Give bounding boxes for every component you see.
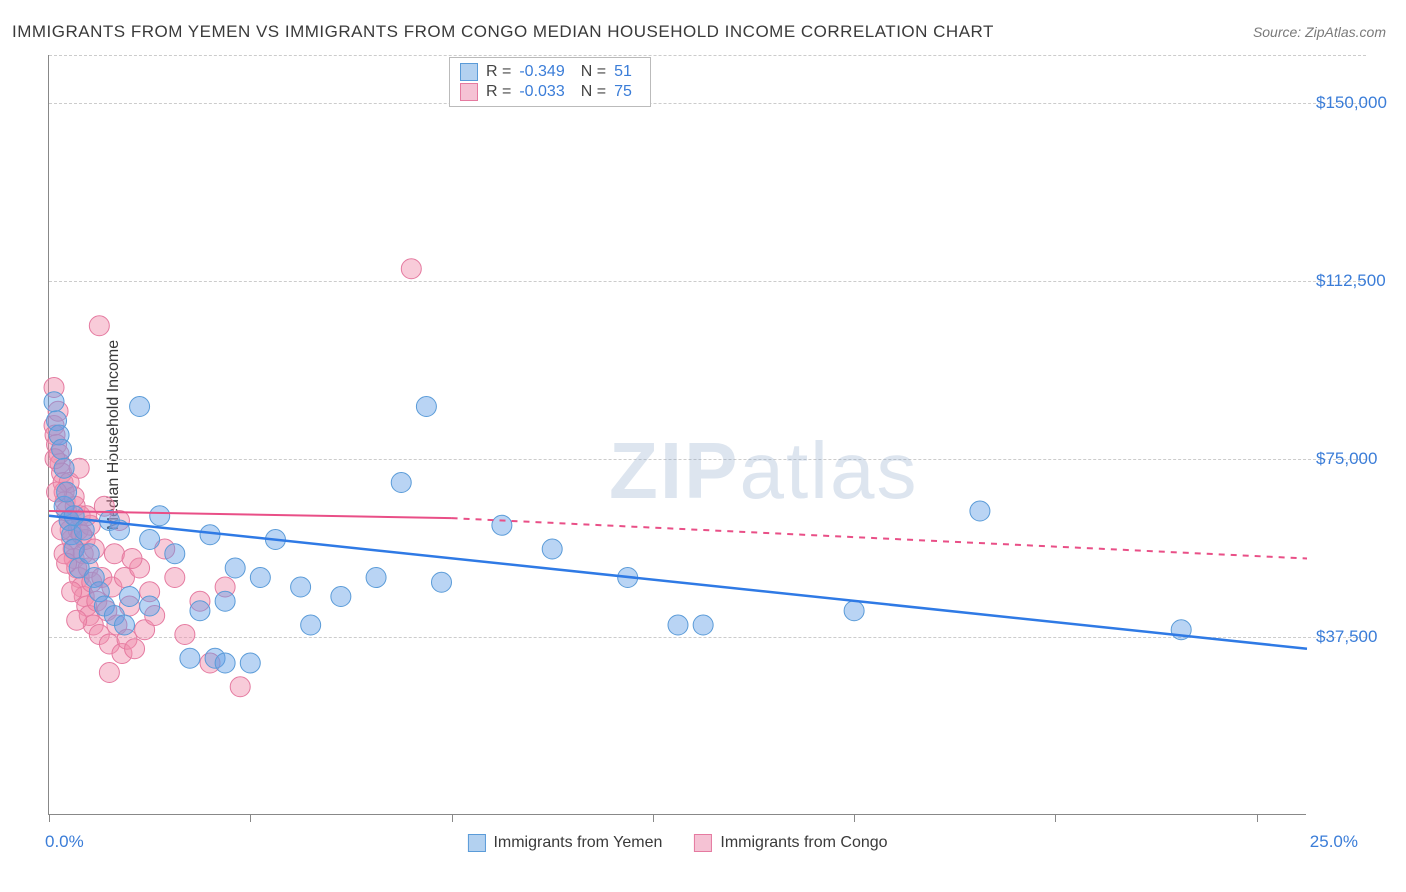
data-point <box>175 625 195 645</box>
data-point <box>230 677 250 697</box>
data-point <box>140 596 160 616</box>
data-point <box>970 501 990 521</box>
chart-container: IMMIGRANTS FROM YEMEN VS IMMIGRANTS FROM… <box>0 0 1406 892</box>
data-point <box>114 615 134 635</box>
data-point <box>165 544 185 564</box>
data-point <box>492 515 512 535</box>
data-point <box>331 587 351 607</box>
data-point <box>79 544 99 564</box>
plot-area: Median Household Income $37,500$75,000$1… <box>48 55 1306 815</box>
legend-item-yemen: Immigrants from Yemen <box>467 834 662 852</box>
data-point <box>215 653 235 673</box>
data-point <box>44 392 64 412</box>
source-attribution: Source: ZipAtlas.com <box>1253 24 1386 40</box>
data-point <box>240 653 260 673</box>
data-point <box>99 663 119 683</box>
chart-title: IMMIGRANTS FROM YEMEN VS IMMIGRANTS FROM… <box>12 22 994 42</box>
trendline-congo-dashed <box>452 518 1307 558</box>
data-point <box>165 568 185 588</box>
bottom-legend: Immigrants from Yemen Immigrants from Co… <box>467 834 887 852</box>
data-point <box>668 615 688 635</box>
swatch-yemen <box>460 63 478 81</box>
data-point <box>140 530 160 550</box>
data-point <box>215 591 235 611</box>
data-point <box>250 568 270 588</box>
legend-swatch-yemen <box>467 834 485 852</box>
legend-item-congo: Immigrants from Congo <box>694 834 887 852</box>
data-point <box>57 482 77 502</box>
y-tick-label: $150,000 <box>1316 93 1406 113</box>
chart-svg <box>49 55 1306 814</box>
data-point <box>74 520 94 540</box>
x-axis-label-max: 25.0% <box>1310 832 1358 852</box>
data-point <box>125 639 145 659</box>
legend-label-congo: Immigrants from Congo <box>720 834 887 852</box>
n-value-yemen: 51 <box>614 63 632 81</box>
data-point <box>844 601 864 621</box>
data-point <box>52 439 72 459</box>
x-axis-label-min: 0.0% <box>45 832 84 852</box>
data-point <box>693 615 713 635</box>
data-point <box>54 458 74 478</box>
data-point <box>366 568 386 588</box>
data-point <box>150 506 170 526</box>
stats-row-congo: R = -0.033 N = 75 <box>460 82 640 102</box>
y-tick-label: $37,500 <box>1316 627 1406 647</box>
y-tick-label: $75,000 <box>1316 449 1406 469</box>
stats-row-yemen: R = -0.349 N = 51 <box>460 62 640 82</box>
data-point <box>62 582 82 602</box>
data-point <box>67 610 87 630</box>
r-value-congo: -0.033 <box>519 83 564 101</box>
data-point <box>416 397 436 417</box>
legend-swatch-congo <box>694 834 712 852</box>
data-point <box>190 601 210 621</box>
data-point <box>401 259 421 279</box>
data-point <box>431 572 451 592</box>
data-point <box>130 397 150 417</box>
data-point <box>542 539 562 559</box>
y-tick-label: $112,500 <box>1316 271 1406 291</box>
data-point <box>391 473 411 493</box>
data-point <box>89 316 109 336</box>
data-point <box>104 544 124 564</box>
data-point <box>291 577 311 597</box>
data-point <box>301 615 321 635</box>
n-value-congo: 75 <box>614 83 632 101</box>
data-point <box>122 549 142 569</box>
stats-legend-box: R = -0.349 N = 51 R = -0.033 N = 75 <box>449 57 651 107</box>
swatch-congo <box>460 83 478 101</box>
data-point <box>180 648 200 668</box>
r-value-yemen: -0.349 <box>519 63 564 81</box>
data-point <box>225 558 245 578</box>
legend-label-yemen: Immigrants from Yemen <box>493 834 662 852</box>
data-point <box>120 587 140 607</box>
